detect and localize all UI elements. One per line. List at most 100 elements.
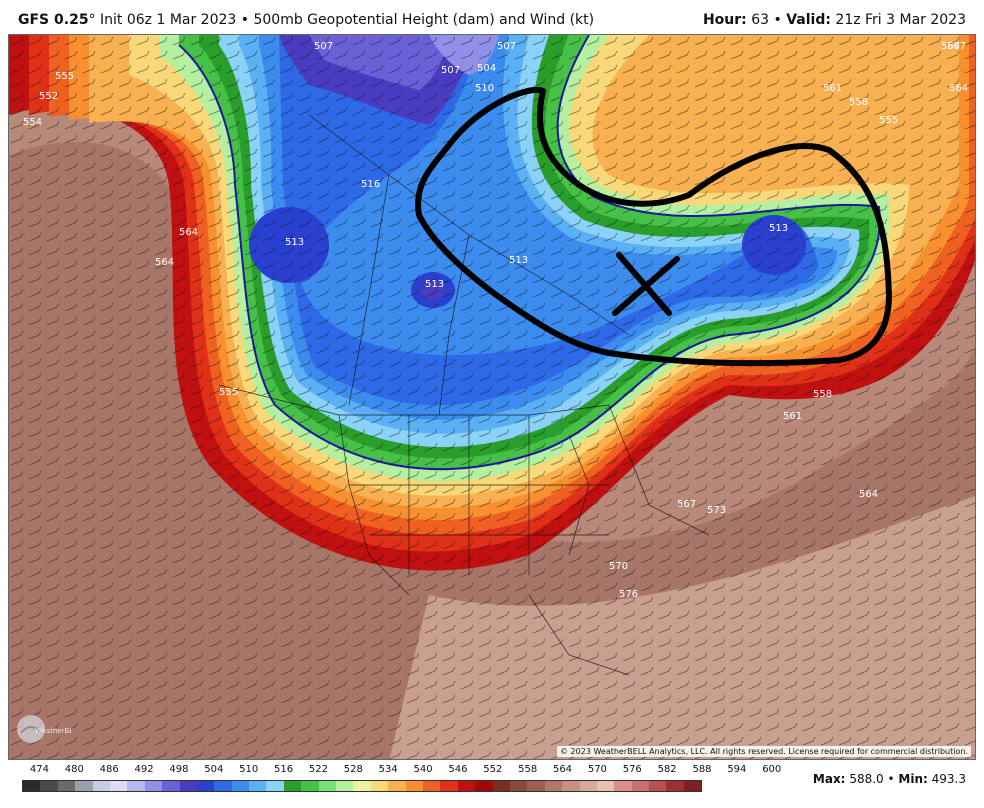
contour-label: 554 xyxy=(23,117,42,128)
contour-label: 507 xyxy=(497,41,516,52)
legend-swatch xyxy=(144,781,163,791)
contour-label: 564 xyxy=(859,489,878,500)
legend-swatch xyxy=(457,781,476,791)
legend-label: 510 xyxy=(239,764,259,775)
contour-label: 555 xyxy=(879,115,898,126)
legend-swatch xyxy=(214,781,232,791)
contour-label: 510 xyxy=(475,83,494,94)
legend-swatch xyxy=(440,781,458,791)
init-time: Init 06z 1 Mar 2023 xyxy=(100,12,237,28)
legend-label: 474 xyxy=(29,764,49,775)
contour-label: 513 xyxy=(769,223,788,234)
bullet-separator: • xyxy=(240,12,250,28)
legend-label: 504 xyxy=(204,764,224,775)
legend-label: 594 xyxy=(727,764,747,775)
legend-label: 600 xyxy=(762,764,782,775)
bullet-separator-3: • xyxy=(887,772,895,786)
legend-swatch xyxy=(266,781,284,791)
contour-label: 567 xyxy=(941,41,960,52)
contour-label: 555 xyxy=(55,71,74,82)
legend-swatch xyxy=(75,781,93,791)
legend-swatch xyxy=(492,781,510,791)
legend-swatch xyxy=(579,781,597,791)
contour-label: 564 xyxy=(179,227,198,238)
legend-label: 540 xyxy=(413,764,433,775)
legend-swatch xyxy=(544,781,563,791)
contour-label: 516 xyxy=(361,179,380,190)
legend-swatch xyxy=(683,781,702,791)
legend-swatch xyxy=(283,781,302,791)
legend-labels: 474 480 486 492 498 504 510 516 522 528 534 540 546 5… xyxy=(22,764,781,778)
legend-label: 486 xyxy=(99,764,119,775)
contour-label: 507 xyxy=(441,65,460,76)
contour-label: 507 xyxy=(314,41,333,52)
map-svg: 507 507 507 504 510 513 513 513 513 516 … xyxy=(9,35,975,759)
legend-swatch xyxy=(353,781,371,791)
title-right: Hour: 63 • Valid: 21z Fri 3 Mar 2023 xyxy=(703,12,966,28)
model-name: GFS 0.25 xyxy=(18,12,89,28)
legend-swatch xyxy=(301,781,319,791)
product-name: 500mb Geopotential Height (dam) and Wind… xyxy=(253,12,595,28)
legend-swatch xyxy=(57,781,76,791)
contour-label: 564 xyxy=(949,83,968,94)
contour-label: 555 xyxy=(219,387,238,398)
title-left: GFS 0.25° Init 06z 1 Mar 2023 • 500mb Ge… xyxy=(18,12,594,28)
contour-label: 504 xyxy=(477,63,496,74)
legend-swatch xyxy=(249,781,267,791)
legend-label: 528 xyxy=(343,764,363,775)
weatherbell-logo: WeatherBELL xyxy=(17,715,71,743)
legend-label: 552 xyxy=(483,764,503,775)
legend-swatch xyxy=(666,781,684,791)
legend-label: 516 xyxy=(273,764,294,775)
max-min-readout: Max: 588.0 • Min: 493.3 xyxy=(813,772,966,786)
legend-swatch xyxy=(318,781,337,791)
legend-swatch xyxy=(614,781,632,791)
contour-label: 552 xyxy=(39,91,58,102)
contour-label: 564 xyxy=(155,257,174,268)
legend-swatch xyxy=(370,781,389,791)
legend-label: 492 xyxy=(134,764,154,775)
legend-swatch xyxy=(527,781,545,791)
trough-outline xyxy=(415,87,892,367)
contour-label: 558 xyxy=(849,97,868,108)
low-x-marker xyxy=(612,252,680,316)
legend-swatch xyxy=(422,781,441,791)
copyright-notice: © 2023 WeatherBELL Analytics, LLC. All r… xyxy=(557,746,971,757)
legend-swatch xyxy=(231,781,250,791)
legend-swatch xyxy=(388,781,406,791)
legend-swatch xyxy=(475,781,493,791)
legend-swatch xyxy=(196,781,215,791)
color-legend: 474 480 486 492 498 504 510 516 522 528 534 540 546 5… xyxy=(22,764,781,804)
valid-label: Valid: xyxy=(786,12,831,28)
legend-swatch xyxy=(649,781,667,791)
degree-symbol: ° xyxy=(88,12,96,28)
legend-label: 570 xyxy=(587,764,607,775)
contour-labels: 507 507 507 504 510 513 513 513 513 516 … xyxy=(23,41,968,600)
legend-swatch xyxy=(127,781,145,791)
contour-label: 567 xyxy=(677,499,696,510)
contour-label: 513 xyxy=(509,255,528,266)
legend-colorbar xyxy=(22,780,702,792)
wind-barbs xyxy=(9,35,975,759)
contour-label: 573 xyxy=(707,505,726,516)
contour-label: 513 xyxy=(425,279,444,290)
contour-label: 570 xyxy=(609,561,628,572)
contour-label: 561 xyxy=(823,83,842,94)
contour-label: 567 xyxy=(947,41,966,52)
legend-swatch xyxy=(40,781,58,791)
legend-swatch xyxy=(92,781,110,791)
legend-label: 546 xyxy=(448,764,468,775)
legend-swatch xyxy=(162,781,180,791)
legend-label: 498 xyxy=(169,764,189,775)
legend-label: 522 xyxy=(308,764,328,775)
legend-label: 582 xyxy=(657,764,677,775)
contour-label: 576 xyxy=(619,589,638,600)
header: GFS 0.25° Init 06z 1 Mar 2023 • 500mb Ge… xyxy=(0,0,984,34)
contour-label: 513 xyxy=(285,237,304,248)
legend-swatch xyxy=(336,781,354,791)
min-value: 493.3 xyxy=(931,772,966,786)
legend-swatch xyxy=(109,781,128,791)
logo-text: WeatherBELL xyxy=(35,727,71,735)
legend-label: 588 xyxy=(692,764,712,775)
weather-map: 507 507 507 504 510 513 513 513 513 516 … xyxy=(8,34,976,760)
